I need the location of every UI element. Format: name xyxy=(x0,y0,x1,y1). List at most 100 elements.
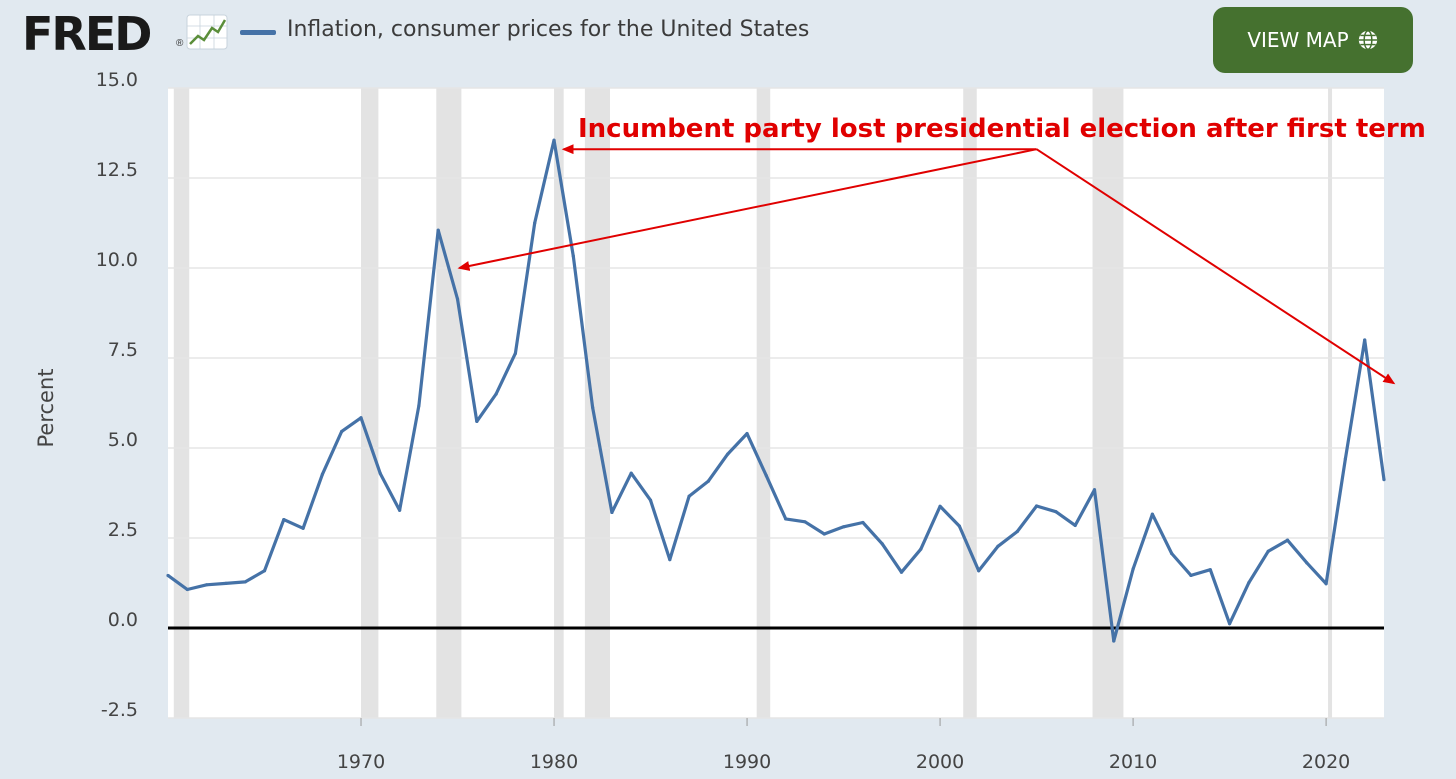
recession-band-7 xyxy=(1092,88,1124,718)
y-tick-label: 2.5 xyxy=(108,519,138,541)
data-point xyxy=(398,508,402,512)
legend-swatch xyxy=(240,30,276,35)
series-layer xyxy=(166,138,1386,643)
data-point xyxy=(648,498,653,502)
data-point xyxy=(803,520,807,524)
data-point xyxy=(977,569,981,573)
data-point xyxy=(1054,510,1058,514)
annotation: Incumbent party lost presidential electi… xyxy=(457,114,1426,385)
recession-band-0 xyxy=(173,88,190,718)
data-point xyxy=(687,494,691,498)
data-point xyxy=(494,392,498,396)
recession-band-4 xyxy=(584,88,611,718)
series-line-0 xyxy=(167,138,1386,643)
x-tick-label: 2020 xyxy=(1302,751,1350,773)
line-graph-icon xyxy=(186,14,228,50)
data-point xyxy=(610,510,614,515)
data-point xyxy=(1073,523,1077,528)
data-point xyxy=(706,479,711,483)
y-tick-label: 15.0 xyxy=(96,69,138,91)
data-point xyxy=(340,429,344,434)
fred-logo[interactable]: FRED xyxy=(22,7,152,61)
data-point xyxy=(938,504,942,508)
data-point xyxy=(822,532,826,536)
x-tick-label: 1980 xyxy=(530,751,578,773)
recession-band-1 xyxy=(361,88,379,718)
annotation-arrow-0 xyxy=(457,148,1037,271)
data-point xyxy=(1189,573,1193,578)
registered-mark: ® xyxy=(176,38,184,49)
data-point xyxy=(475,419,479,423)
data-point xyxy=(224,581,228,585)
data-point xyxy=(205,583,209,587)
header: FRED ® Inflation, consumer prices for th… xyxy=(0,0,1456,73)
y-axis-label: Percent xyxy=(34,368,58,447)
data-point xyxy=(436,228,440,232)
x-axis-ticks: 1970 1980 1990 2000 2010 2020 xyxy=(337,718,1350,773)
data-point xyxy=(1266,549,1270,553)
data-point xyxy=(726,452,730,456)
data-point xyxy=(1150,512,1154,516)
view-map-label: VIEW MAP xyxy=(1247,28,1349,52)
data-point xyxy=(1092,488,1097,492)
data-point xyxy=(919,547,923,551)
data-point xyxy=(764,474,768,478)
annotation-text: Incumbent party lost presidential electi… xyxy=(578,114,1426,144)
x-tick-label: 2000 xyxy=(916,751,964,773)
y-tick-label: 10.0 xyxy=(96,249,138,271)
series-title: Inflation, consumer prices for the Unite… xyxy=(287,17,810,42)
data-point xyxy=(1363,338,1367,342)
x-tick-label: 2010 xyxy=(1109,751,1157,773)
data-point xyxy=(591,405,595,409)
y-tick-label: -2.5 xyxy=(101,699,138,721)
recession-band-3 xyxy=(554,88,564,718)
data-point xyxy=(282,518,286,522)
data-point xyxy=(533,221,537,225)
recession-band-2 xyxy=(436,88,462,718)
data-point xyxy=(1170,551,1174,556)
data-point xyxy=(1382,478,1386,482)
y-tick-label: 0.0 xyxy=(108,609,138,631)
data-point xyxy=(899,570,904,574)
data-point xyxy=(513,351,518,355)
data-point xyxy=(166,573,170,578)
data-point xyxy=(1131,567,1135,571)
plot-area xyxy=(168,88,1384,718)
y-tick-label: 7.5 xyxy=(108,339,138,361)
recession-bands xyxy=(173,88,1333,718)
data-point xyxy=(262,569,267,573)
recession-band-8 xyxy=(1328,88,1333,718)
data-point xyxy=(571,254,575,258)
annotation-arrow-2 xyxy=(1036,148,1396,385)
data-point xyxy=(359,416,363,420)
data-point xyxy=(1343,457,1347,461)
data-point xyxy=(1227,622,1232,626)
data-point xyxy=(1324,582,1328,586)
data-point xyxy=(552,138,556,142)
globe-icon xyxy=(1358,30,1377,50)
view-map-button[interactable]: VIEW MAP xyxy=(1213,7,1413,73)
y-tick-label: 12.5 xyxy=(96,159,138,181)
data-point xyxy=(745,432,749,436)
data-point xyxy=(185,587,189,592)
data-point xyxy=(880,542,884,546)
data-point xyxy=(1208,568,1212,572)
y-tick-label: 5.0 xyxy=(108,429,138,451)
x-tick-label: 1970 xyxy=(337,751,385,773)
data-point xyxy=(455,297,460,301)
recession-band-6 xyxy=(963,88,977,718)
data-point xyxy=(841,525,846,529)
x-tick-label: 1990 xyxy=(723,751,771,773)
data-point xyxy=(301,526,305,530)
y-axis-ticks: -2.5 0.0 2.5 5.0 7.5 10.0 12.5 15.0 xyxy=(96,69,138,721)
data-point xyxy=(320,472,325,476)
data-point xyxy=(1305,561,1309,565)
data-point xyxy=(996,544,1000,548)
data-point xyxy=(957,524,961,528)
data-point xyxy=(243,580,247,584)
data-point xyxy=(378,471,382,476)
data-point xyxy=(861,520,865,525)
data-point xyxy=(1247,581,1251,585)
data-point xyxy=(629,471,633,475)
